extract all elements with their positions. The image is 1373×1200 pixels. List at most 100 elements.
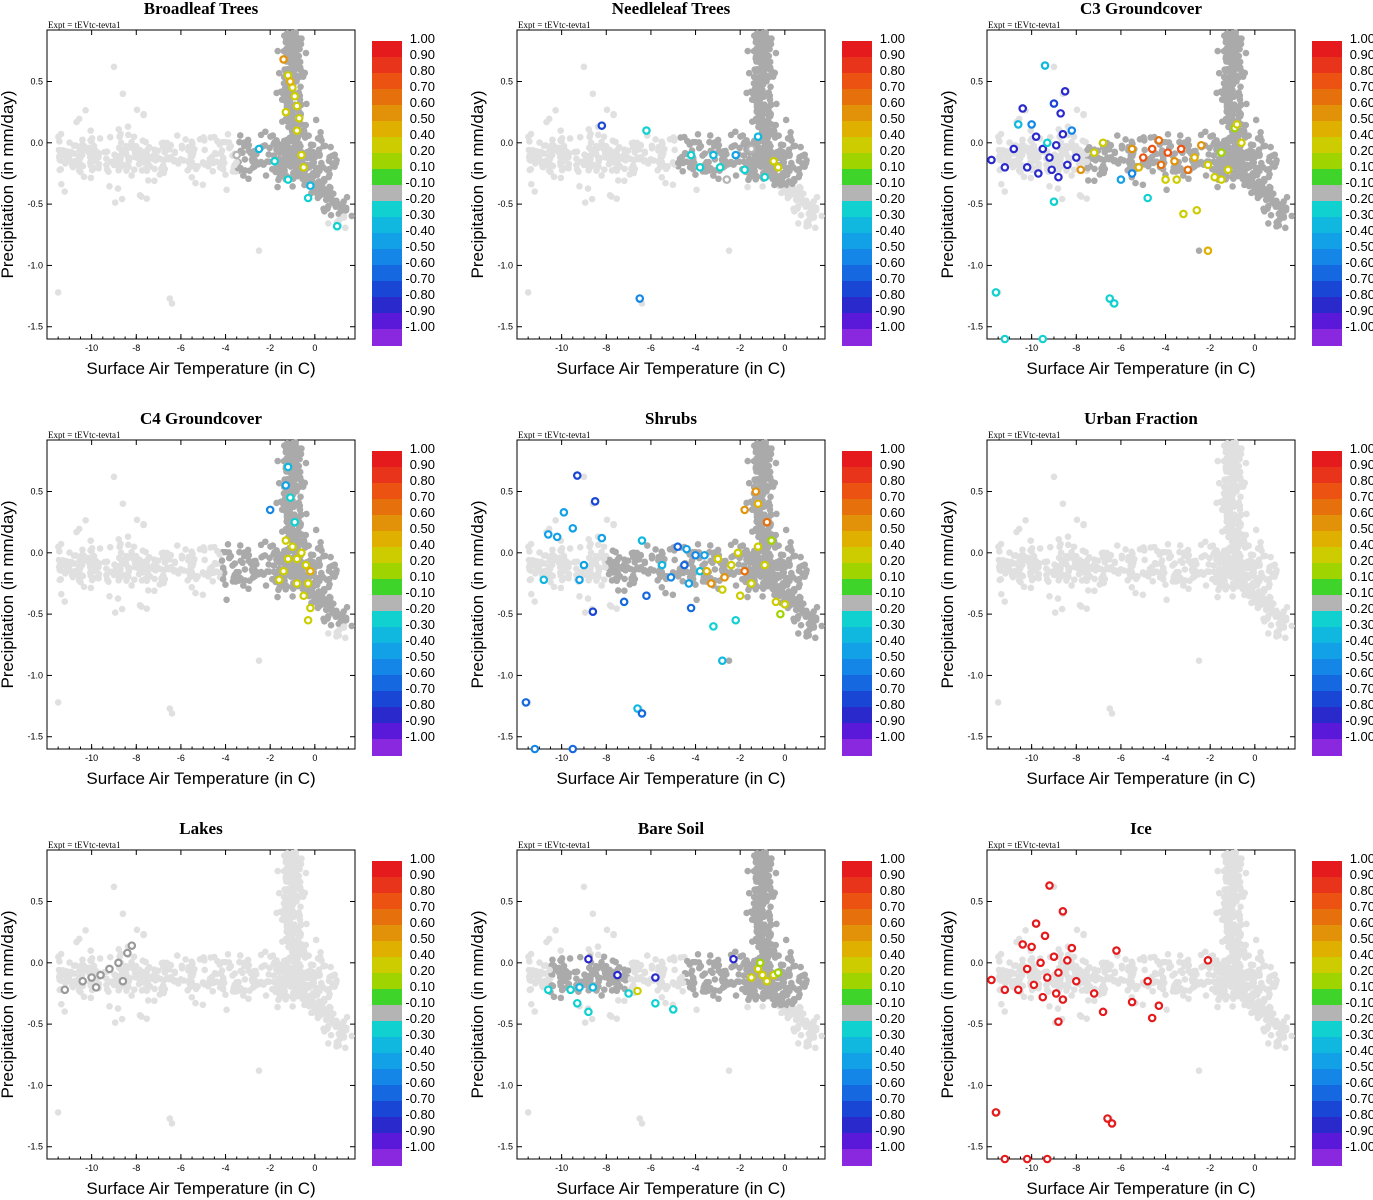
background-point [802,203,810,211]
background-point [262,582,270,589]
background-point [757,83,765,90]
background-point [182,546,189,553]
background-point [595,568,602,575]
background-point [1229,31,1236,39]
x-tick-label: -8 [602,343,610,353]
background-point [779,551,787,559]
data-point [709,622,718,631]
data-point [619,597,629,607]
background-point [1126,163,1134,171]
background-point [269,165,276,173]
data-point [991,288,1001,297]
data-point [1179,209,1188,219]
background-point [754,147,762,154]
y-tick-label: -0.5 [27,609,43,619]
background-point [208,563,216,571]
colorbar-swatch [372,595,402,612]
background-point [1163,186,1170,194]
background-point [598,582,605,589]
background-point [1046,183,1053,190]
data-point [285,77,295,86]
background-point [252,557,259,565]
background-point [280,442,288,449]
background-point [219,154,227,162]
background-point [592,552,600,560]
background-point [1122,136,1129,143]
background-point [781,154,788,161]
background-point [1001,188,1009,195]
background-point [585,576,592,584]
colorbar-swatch [842,707,872,724]
y-tick-label: -0.5 [27,199,43,209]
data-point [597,533,607,543]
background-point [342,634,349,642]
background-point [576,543,584,551]
colorbar-label: -0.50 [405,239,435,254]
background-point [999,146,1007,154]
colorbar-label: 0.70 [1350,79,1373,94]
background-point [600,543,608,551]
background-point [586,133,593,141]
background-point [588,195,596,203]
background-point [157,565,165,573]
background-point [1246,173,1254,180]
background-point [59,146,67,154]
background-point [1068,172,1075,179]
colorbar-label: -0.80 [875,287,905,302]
background-point [754,45,762,53]
background-point [594,541,602,549]
background-point [1288,212,1296,220]
colorbar-swatch [842,515,872,532]
background-point [289,473,297,480]
background-point [188,174,196,181]
background-point [767,511,775,518]
colorbar-label: -0.90 [875,303,905,318]
background-point [1224,45,1232,53]
background-point [587,139,595,146]
background-point [188,584,196,591]
data-point [1054,172,1063,182]
background-point [715,175,722,183]
data-point [1067,126,1077,135]
background-point [550,583,558,591]
data-point [1076,165,1086,175]
background-point [669,159,677,166]
data-point [281,536,291,545]
background-point [561,149,569,156]
background-point [610,569,618,576]
colorbar-swatch [372,467,402,484]
background-point [119,90,127,98]
background-point [527,165,535,173]
data-point [543,530,553,539]
data-point [691,550,700,560]
y-axis-label: Precipitation (in mm/day) [938,90,957,278]
colorbar-label: 0.40 [880,127,905,142]
background-point [178,555,186,562]
background-point [615,143,623,151]
background-point [786,543,794,551]
x-tick-label: -6 [1117,343,1125,353]
x-tick-label: -2 [736,753,744,763]
background-point [737,133,744,140]
background-point [117,156,124,164]
data-point [1116,175,1126,184]
background-point [658,174,666,181]
background-point [257,131,265,139]
background-point [257,541,265,549]
colorbar-swatch [372,451,402,468]
background-point [1120,157,1128,164]
background-point [319,574,327,581]
data-point [1138,153,1148,162]
background-point [149,565,157,573]
background-point [332,203,340,211]
background-point [114,595,122,602]
background-point [289,441,296,449]
background-point [608,193,615,200]
background-point [218,557,226,564]
background-point [772,49,780,57]
background-point [641,567,649,574]
background-point [655,147,662,154]
colorbar-label: -1.00 [405,729,435,744]
y-axis-label: Precipitation (in mm/day) [0,90,17,278]
colorbar-swatch [1312,329,1342,346]
